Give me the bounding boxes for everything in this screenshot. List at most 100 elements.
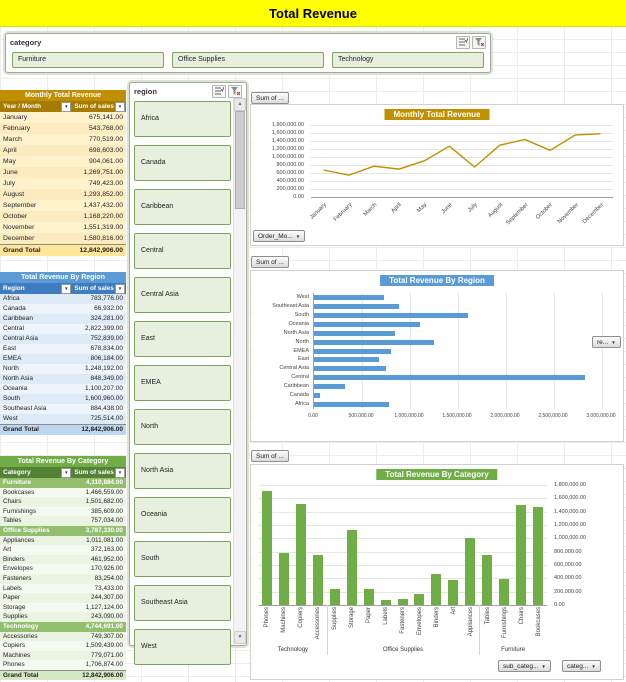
table-row: April 698,603.00 [0,145,126,156]
row-value: 243,090.00 [91,613,123,621]
category-slicer-item[interactable]: Office Supplies [172,52,324,68]
region-slicer-item[interactable]: EMEA [134,365,231,401]
table-title: Total Revenue By Category [0,456,126,467]
multi-select-icon[interactable] [456,35,470,49]
region-bar [314,312,468,318]
multi-select-icon[interactable] [212,84,226,98]
table-row: Envelopes 170,926.00 [0,564,126,574]
table-row: Oceania 1,100,207.00 [0,384,126,394]
chevron-down-icon: ▼ [295,233,301,239]
region-slicer-item[interactable]: West [134,629,231,665]
grand-total-value: 12,842,906.00 [79,247,123,254]
region-bar [314,303,399,309]
row-value: 675,141.00 [88,114,123,121]
x-tick-label: 0.00 [308,413,318,419]
filter-dropdown-icon[interactable]: ▼ [61,283,72,294]
row-label: Envelopes [3,565,33,573]
filter-dropdown-icon[interactable]: ▼ [115,467,125,478]
column-header-label: Sum of sales [74,469,114,476]
table-title: Monthly Total Revenue [0,90,126,101]
category-slicer-items: Furniture Office Supplies Technology [6,50,490,72]
row-label: Canada [3,305,26,312]
row-value: 1,509,439.00 [85,642,123,650]
table-row: October 1,168,220.00 [0,211,126,222]
scroll-down-icon[interactable]: ▼ [234,631,246,644]
region-slicer-item[interactable]: Central Asia [134,277,231,313]
gridline [311,173,613,174]
clear-filter-icon[interactable] [228,84,242,98]
y-tick-label: 200,000.00 [276,186,304,192]
region-slicer-item[interactable]: Canada [134,145,231,181]
region-slicer-item[interactable]: Oceania [134,497,231,533]
x-tick-label: February [332,202,353,223]
gridline [506,293,507,409]
x-tick-label: June [440,202,454,216]
y-tick-label: 1,000,000.00 [554,535,587,542]
scrollbar-thumb[interactable] [235,111,245,209]
chart1-value-field-button[interactable]: Sum of ... [251,92,289,104]
region-slicer-item[interactable]: South [134,541,231,577]
row-value: 324,281.00 [90,315,123,322]
filter-dropdown-icon[interactable]: ▼ [115,101,125,112]
grand-total-label: Grand Total [3,426,39,433]
category-bar [278,553,289,605]
category-slicer-item[interactable]: Technology [332,52,484,68]
region-slicer-item[interactable]: North Asia [134,453,231,489]
row-label: Oceania [3,385,28,392]
chart1-axis-field-button[interactable]: Order_Mo... ▼ [253,230,306,242]
region-slicer-item[interactable]: North [134,409,231,445]
region-slicer-item[interactable]: East [134,321,231,357]
y-tick-label: 400,000.00 [276,178,304,184]
row-value: 1,551,319.00 [83,224,123,231]
group-axis-label: Technology [277,647,309,653]
region-slicer-scrollbar[interactable]: ▲ ▼ [233,98,246,644]
filter-dropdown-icon[interactable]: ▼ [61,101,72,112]
region-slicer-item[interactable]: Central [134,233,231,269]
row-label: Copiers [3,642,26,650]
region-slicer-item[interactable]: Caribbean [134,189,231,225]
chart3-category-field-button[interactable]: categ... ▼ [562,660,601,672]
region-slicer-item[interactable]: Southeast Asia [134,585,231,621]
monthly-total-revenue-table: Monthly Total Revenue Year / Month ▼ Sum of… [0,90,126,256]
chevron-down-icon: ▼ [541,663,546,669]
chart3-subcategory-field-button[interactable]: sub_categ... ▼ [498,660,551,672]
region-slicer-item[interactable]: Africa [134,101,231,137]
table-row: EMEA 806,184.00 [0,354,126,364]
x-tick-label: 3,000,000.00 [586,413,616,419]
y-tick-label: 0.00 [554,602,565,608]
x-tick-label: March [362,202,379,218]
page-title: Total Revenue [0,0,626,27]
region-slicer-items: Africa Canada Caribbean Central Central Asia… [130,99,246,675]
y-tick-label: 1,600,000.00 [554,495,587,502]
y-tick-label: 1,000,000.00 [271,154,304,160]
table-row: Storage 1,127,124.00 [0,602,126,613]
grand-total-row: Grand Total 12,842,906.00 [0,424,126,435]
y-tick-label: 1,800,000.00 [271,122,304,128]
category-tick-label: Central Asia [279,365,309,372]
gridline [259,538,547,540]
filter-dropdown-icon[interactable]: ▼ [115,283,125,294]
scroll-up-icon[interactable]: ▲ [234,98,246,111]
region-bar [314,339,434,345]
row-value: 244,307.00 [91,594,123,602]
chart2-axis-field-button[interactable]: re... ▼ [592,336,621,348]
field-button-label: sub_categ... [503,662,539,670]
table-row: Caribbean 324,281.00 [0,314,126,324]
y-tick-label: 0.00 [293,194,304,200]
grand-total-value: 12,842,906.00 [82,671,123,679]
table-row: Technology 4,744,691.00 [0,621,126,632]
value-axis-labels: 0.00 500,000.00 1,000,000.00 1,500,000.00 2,… [308,412,615,424]
row-label: Bookcases [3,488,35,496]
chart3-value-field-button[interactable]: Sum of ... [251,450,289,462]
row-value: 4,744,691.00 [85,622,123,630]
x-tick-label: Machines [281,607,288,633]
category-slicer-item[interactable]: Furniture [12,52,164,68]
x-tick-label: Bookcases [535,607,542,637]
clear-filter-icon[interactable] [472,35,486,49]
x-tick-label: Chairs [518,607,525,625]
chart2-value-field-button[interactable]: Sum of ... [251,256,289,268]
gridline [311,149,613,150]
row-label: Art [3,546,12,554]
row-label: Central Asia [3,335,39,342]
filter-dropdown-icon[interactable]: ▼ [61,467,72,478]
